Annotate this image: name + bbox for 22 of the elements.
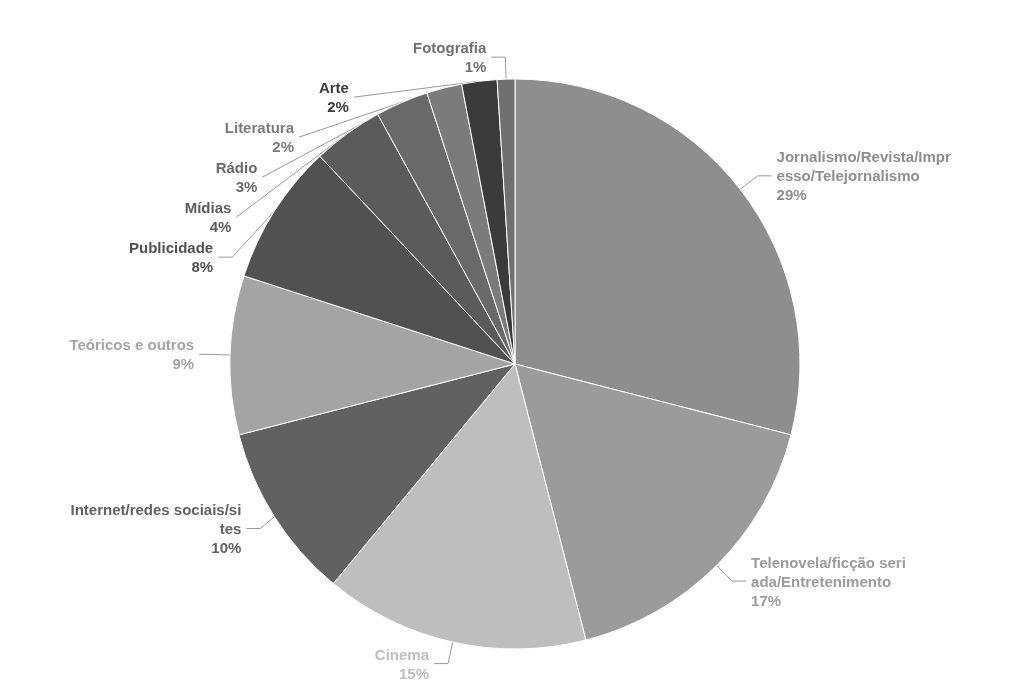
data-label: 8% [191,258,214,276]
slice-label: Publicidade [128,239,214,257]
data-label: 9% [172,355,195,373]
slice-label: Jornalismo/Revista/Impresso/Telejornalismo [776,148,951,185]
slice-label: Teóricos e outros [69,336,195,354]
slice-label: Cinema [374,645,430,663]
data-label: 2% [272,138,294,156]
data-label: 17% [751,591,782,609]
slice-label: Rádio [215,159,258,177]
data-label: 2% [327,98,349,116]
data-label: 1% [464,58,487,76]
slice-label: Arte [318,79,349,97]
data-label: 29% [776,186,807,204]
data-label: 4% [209,218,232,236]
data-label: 10% [211,539,242,556]
slice-label: Mídias [184,199,232,217]
data-label: 15% [399,664,430,682]
slice-label: Literatura [224,119,295,137]
data-label: 3% [235,178,258,196]
slice-label: Telenovela/ficção seriada/Entretenimento [751,553,906,590]
slice-label: Internet/redes sociais/sites [70,501,242,537]
slice-label: Fotografia [413,39,487,57]
